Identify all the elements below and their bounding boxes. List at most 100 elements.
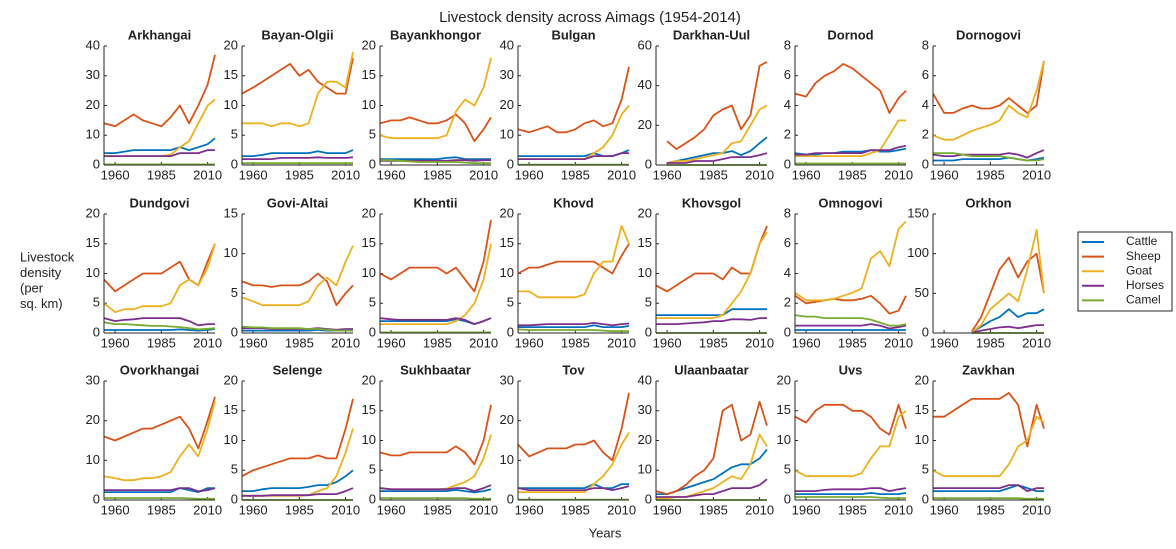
y-tick-label: 0 [922,156,929,171]
y-tick-label: 8 [784,37,791,52]
y-tick-label: 15 [500,235,514,250]
series-line [379,57,492,140]
y-tick-label: 5 [369,462,376,477]
x-tick-label: 1960 [653,335,682,350]
y-tick-label: 2 [784,127,791,142]
panel-title: Darkhan-Uul [673,27,750,42]
panel-title: Khovd [553,195,594,210]
series-line [241,57,354,95]
panel-title: Ulaanbaatar [674,362,748,377]
panel-title: Govi-Altai [267,195,328,210]
x-tick-label: 1960 [101,335,130,350]
x-tick-label: 1960 [792,335,821,350]
y-tick-label: 0 [645,491,652,506]
series-line [932,60,1045,114]
y-tick-label: 15 [777,402,791,417]
y-tick-label: 10 [777,432,791,447]
series-line [379,484,492,492]
x-tick-label: 1960 [377,335,406,350]
x-tick-label: 2010 [331,335,360,350]
series-line [518,432,630,493]
x-tick-label: 1960 [377,502,406,517]
x-tick-label: 1960 [930,335,959,350]
y-tick-label: 40 [86,37,100,52]
y-tick-label: 5 [231,285,238,300]
y-tick-label: 10 [86,265,100,280]
x-tick-label: 2010 [607,502,636,517]
y-tick-label: 15 [224,205,238,220]
series-line [242,51,354,128]
series-line [795,496,906,500]
y-tick-label: 4 [784,97,791,112]
x-tick-label: 2010 [469,502,498,517]
y-tick-label: 10 [224,245,238,260]
y-tick-label: 40 [638,77,652,92]
x-tick-label: 1960 [653,167,682,182]
panel-title: Dornod [827,27,873,42]
y-axis-label: sq. km) [20,296,63,311]
x-tick-label: 1985 [976,335,1005,350]
series-line [518,104,630,160]
y-tick-label: 15 [915,402,929,417]
x-tick-label: 2010 [745,335,774,350]
series-line [517,392,630,462]
y-tick-label: 0 [369,324,376,339]
series-line [518,322,630,327]
series-line [971,229,1045,333]
x-tick-label: 1960 [515,335,544,350]
x-tick-label: 1960 [930,502,959,517]
y-tick-label: 6 [784,67,791,82]
series-line [518,152,629,160]
x-tick-label: 1960 [101,167,130,182]
y-tick-label: 0 [231,324,238,339]
series-line [794,220,907,302]
series-line [932,149,1045,159]
y-tick-label: 20 [224,372,238,387]
x-tick-label: 1985 [699,502,728,517]
series-line [379,317,492,325]
x-tick-label: 2010 [193,502,222,517]
y-tick-label: 30 [500,372,514,387]
x-tick-label: 2010 [1022,335,1051,350]
series-line [933,497,1044,500]
panel-title: Tov [562,362,585,377]
series-line [794,410,907,478]
y-tick-label: 20 [224,37,238,52]
x-tick-label: 2010 [1022,502,1051,517]
series-line [971,308,1045,333]
series-line [517,328,629,333]
y-tick-label: 50 [915,285,929,300]
y-tick-label: 0 [784,156,791,171]
y-tick-label: 20 [86,97,100,112]
y-tick-label: 20 [86,412,100,427]
x-tick-label: 2010 [607,167,636,182]
series-line [666,136,768,164]
panel-title: Bayankhongor [390,27,481,42]
x-tick-label: 2010 [884,502,913,517]
legend-label: Horses [1126,278,1164,292]
series-line [794,147,907,156]
series-line [103,321,216,331]
y-tick-label: 10 [500,452,514,467]
x-tick-label: 2010 [1022,167,1051,182]
x-tick-label: 1985 [285,167,314,182]
y-tick-label: 0 [645,324,652,339]
y-tick-label: 60 [638,37,652,52]
y-tick-label: 15 [224,67,238,82]
y-tick-label: 150 [907,205,929,220]
series-line [518,324,630,328]
series-line [666,61,768,150]
x-tick-label: 1985 [147,167,176,182]
x-tick-label: 2010 [607,335,636,350]
y-tick-label: 0 [784,491,791,506]
y-tick-label: 40 [638,372,652,387]
y-axis-label: Livestock [20,249,75,264]
y-tick-label: 0 [93,324,100,339]
series-line [104,327,216,332]
series-line [517,485,630,491]
series-line [656,478,768,498]
series-line [656,231,768,319]
y-tick-label: 10 [224,97,238,112]
y-tick-label: 100 [907,245,929,260]
